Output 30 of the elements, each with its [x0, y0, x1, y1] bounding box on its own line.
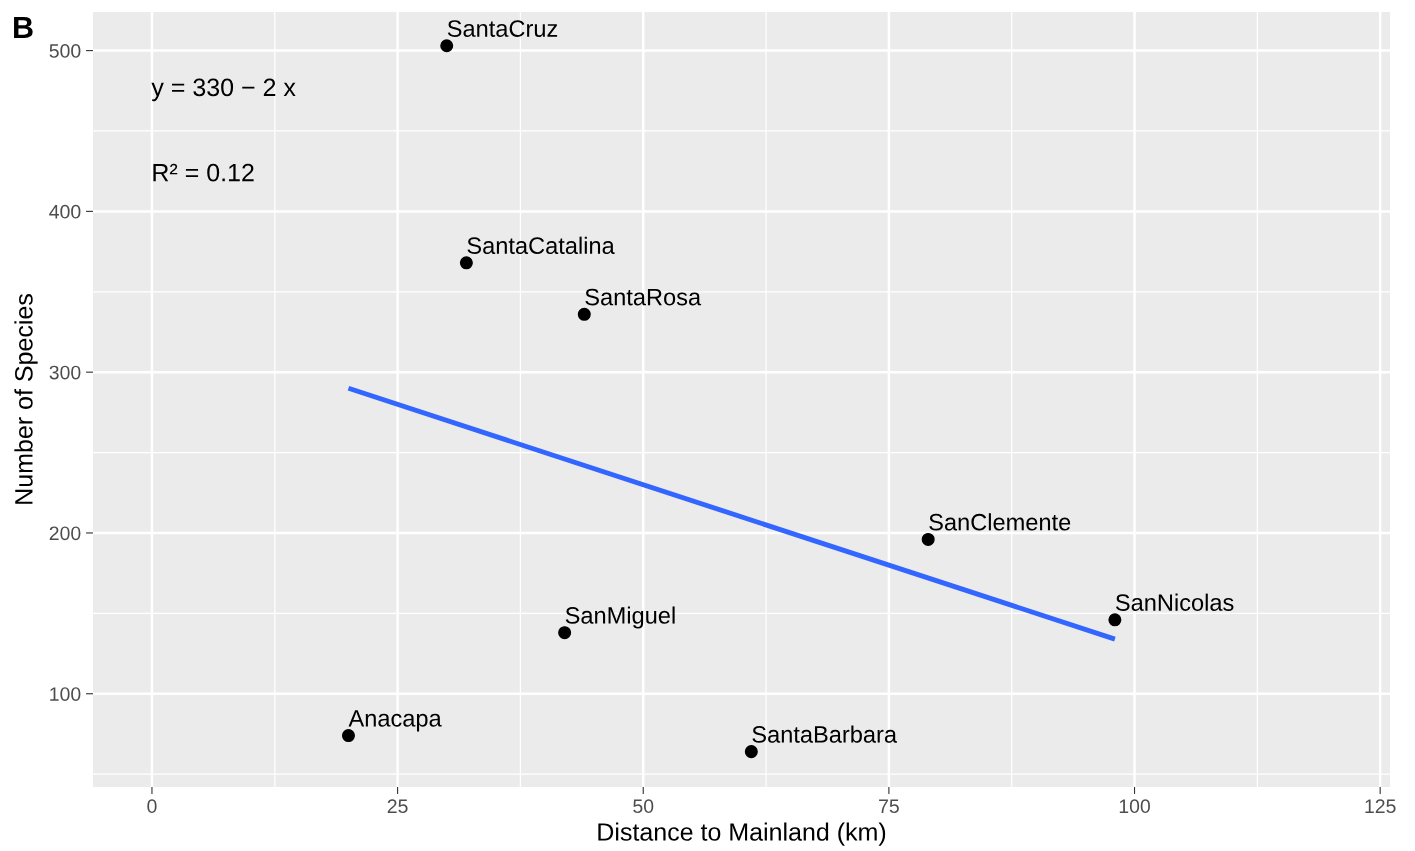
x-tick-label: 125	[1365, 799, 1396, 814]
data-label: SanMiguel	[565, 606, 675, 629]
point	[921, 532, 935, 546]
point	[577, 307, 591, 321]
point	[1108, 613, 1122, 627]
x-tick-label: 75	[879, 799, 899, 814]
data-label: SantaRosa	[585, 288, 702, 306]
data-label: SantaCatalina	[467, 236, 615, 254]
y-axis-title: Number of Species	[14, 294, 38, 504]
data-label: SanClemente	[929, 513, 1071, 531]
annotation: R² = 0.12	[153, 163, 254, 182]
y-tick-label: 400	[49, 204, 81, 219]
x-tick-label: 0	[147, 799, 157, 814]
data-label: SantaCruz	[447, 20, 558, 37]
point	[440, 39, 454, 53]
data-label: SanNicolas	[1115, 593, 1234, 611]
y-tick-label: 100	[50, 687, 81, 701]
x-axis-title: Distance to Mainland (km)	[598, 822, 886, 846]
point	[459, 256, 473, 270]
y-tick-label: 300	[49, 365, 81, 380]
text: B	[14, 16, 33, 38]
x-tick-label: 100	[1119, 799, 1150, 814]
point	[744, 745, 758, 759]
x-tick-label: 25	[387, 799, 408, 814]
x-tick-label: 50	[633, 799, 654, 814]
data-label: Anacapa	[348, 710, 442, 732]
y-tick-label: 500	[49, 44, 81, 58]
annotation: y = 330 − 2 x	[151, 78, 296, 102]
y-tick-label: 200	[49, 526, 81, 541]
data-label: SantaBarbara	[752, 725, 898, 743]
